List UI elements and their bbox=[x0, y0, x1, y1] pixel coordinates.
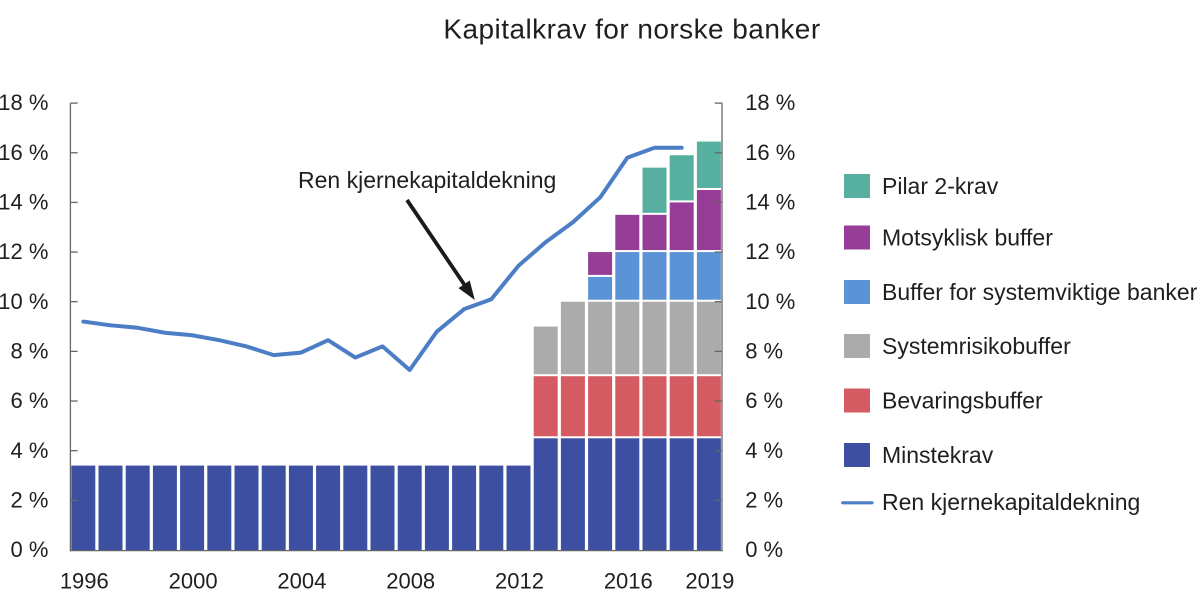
svg-text:2000: 2000 bbox=[169, 569, 218, 594]
svg-text:4 %: 4 % bbox=[10, 438, 48, 463]
svg-text:14 %: 14 % bbox=[0, 190, 48, 215]
svg-text:Minstekrav: Minstekrav bbox=[882, 442, 994, 468]
svg-text:12 %: 12 % bbox=[745, 239, 795, 264]
svg-text:Pilar 2-krav: Pilar 2-krav bbox=[882, 173, 999, 199]
svg-text:8 %: 8 % bbox=[10, 338, 48, 363]
svg-text:Ren kjernekapitaldekning: Ren kjernekapitaldekning bbox=[298, 167, 556, 193]
svg-text:0 %: 0 % bbox=[10, 537, 48, 562]
svg-text:Buffer for systemviktige banke: Buffer for systemviktige banker bbox=[882, 279, 1198, 305]
svg-text:1996: 1996 bbox=[60, 569, 109, 594]
svg-text:18 %: 18 % bbox=[0, 90, 48, 115]
svg-text:Kapitalkrav for norske banker: Kapitalkrav for norske banker bbox=[443, 14, 820, 45]
svg-text:10 %: 10 % bbox=[0, 289, 48, 314]
svg-text:2016: 2016 bbox=[604, 569, 653, 594]
svg-text:6 %: 6 % bbox=[10, 388, 48, 413]
svg-text:18 %: 18 % bbox=[745, 90, 795, 115]
svg-text:2019: 2019 bbox=[685, 569, 734, 594]
svg-text:14 %: 14 % bbox=[745, 190, 795, 215]
svg-text:2004: 2004 bbox=[277, 569, 326, 594]
svg-text:2012: 2012 bbox=[495, 569, 544, 594]
svg-text:2008: 2008 bbox=[386, 569, 435, 594]
svg-text:2 %: 2 % bbox=[10, 487, 48, 512]
svg-text:12 %: 12 % bbox=[0, 239, 48, 264]
svg-text:Bevaringsbuffer: Bevaringsbuffer bbox=[882, 388, 1043, 414]
svg-text:Motsyklisk buffer: Motsyklisk buffer bbox=[882, 225, 1053, 251]
svg-text:Systemrisikobuffer: Systemrisikobuffer bbox=[882, 333, 1071, 359]
svg-text:16 %: 16 % bbox=[0, 140, 48, 165]
svg-text:6 %: 6 % bbox=[745, 388, 783, 413]
svg-text:16 %: 16 % bbox=[745, 140, 795, 165]
svg-text:0 %: 0 % bbox=[745, 537, 783, 562]
svg-text:10 %: 10 % bbox=[745, 289, 795, 314]
svg-text:Ren kjernekapitaldekning: Ren kjernekapitaldekning bbox=[882, 489, 1140, 515]
svg-text:8 %: 8 % bbox=[745, 338, 783, 363]
svg-text:2 %: 2 % bbox=[745, 487, 783, 512]
svg-text:4 %: 4 % bbox=[745, 438, 783, 463]
